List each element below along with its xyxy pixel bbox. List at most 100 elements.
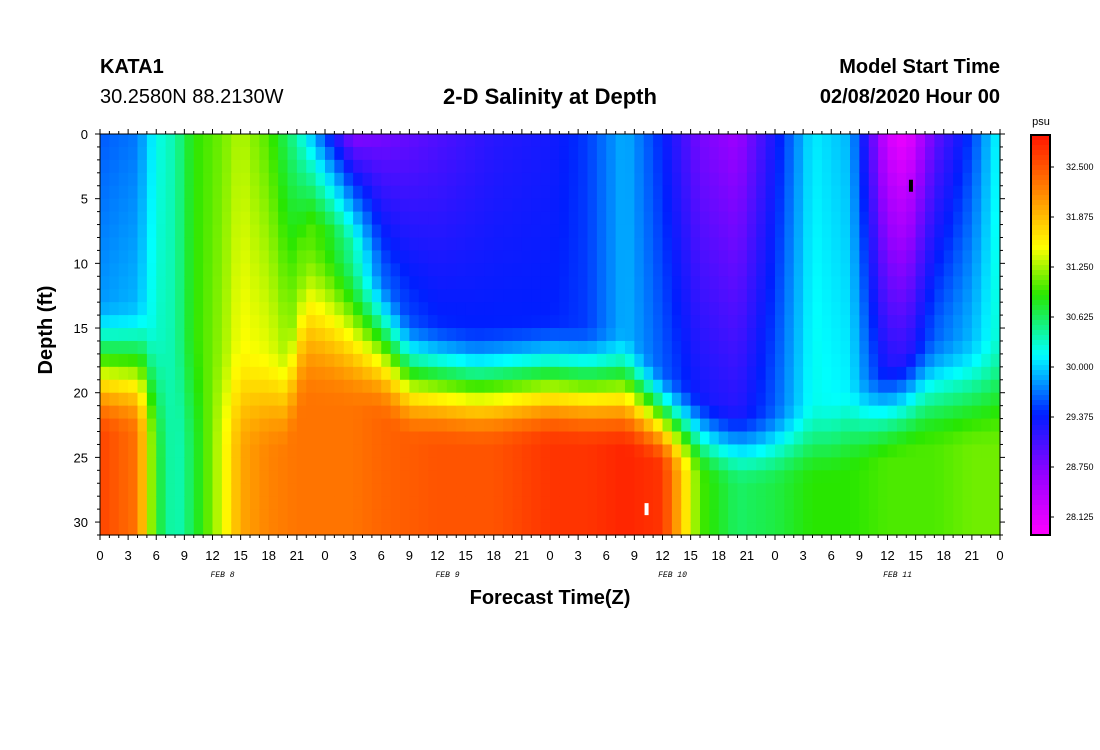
heatmap-cell [512,289,523,303]
heatmap-cell [821,496,832,510]
heatmap-cell [353,250,364,264]
heatmap-cell [746,276,757,290]
colorbar-segment [1031,325,1050,331]
heatmap-cell [109,379,120,394]
heatmap-cell [971,392,982,407]
heatmap-cell [362,159,373,174]
heatmap-cell [850,366,860,381]
heatmap-cell [700,159,710,174]
heatmap-cell [681,353,692,368]
heatmap-cell [306,418,317,433]
heatmap-cell [896,146,907,161]
heatmap-cell [803,237,814,252]
heatmap-cell [990,405,1001,420]
heatmap-cell [831,431,842,446]
heatmap-cell [531,134,542,148]
heatmap-cell [850,289,860,303]
heatmap-cell [681,250,692,264]
heatmap-cell [221,340,232,355]
heatmap-cell [784,172,795,187]
heatmap-cell [568,418,579,433]
heatmap-cell [962,237,973,252]
heatmap-cell [503,405,514,420]
heatmap-cell [868,379,879,394]
heatmap-cell [287,366,298,381]
heatmap-cell [559,353,570,368]
heatmap-cell [446,522,457,536]
heatmap-cell [615,302,626,316]
heatmap-cell [193,483,204,497]
heatmap-cell [437,328,448,342]
heatmap-cell [606,405,617,420]
heatmap-cell [690,172,701,187]
heatmap-cell [625,159,635,174]
heatmap-cell [381,159,392,174]
heatmap-cell [746,289,757,303]
heatmap-cell [840,237,851,252]
heatmap-cell [193,405,204,420]
heatmap-cell [400,211,410,226]
heatmap-cell [634,328,645,342]
heatmap-cell [625,379,635,394]
heatmap-cell [540,198,551,213]
heatmap-cell [971,418,982,433]
heatmap-cell [334,263,345,277]
heatmap-cell [784,340,795,355]
heatmap-cell [212,185,223,200]
heatmap-cell [793,250,804,264]
heatmap-cell [765,146,776,161]
heatmap-cell [821,470,832,484]
heatmap-cell [765,366,776,381]
heatmap-cell [315,263,326,277]
heatmap-cell [606,457,617,471]
heatmap-cell [503,366,514,381]
heatmap-cell [381,470,392,484]
heatmap-cell [221,237,232,252]
heatmap-cell [850,418,860,433]
heatmap-cell [559,198,570,213]
heatmap-cell [925,470,935,484]
heatmap-cell [671,276,682,290]
heatmap-cell [371,289,382,303]
heatmap-cell [587,315,598,329]
heatmap-cell [484,198,495,213]
heatmap-cell [137,379,148,394]
heatmap-cell [793,237,804,252]
heatmap-cell [615,185,626,200]
heatmap-cell [850,159,860,174]
heatmap-cell [531,509,542,523]
heatmap-cell [400,134,410,148]
heatmap-cell [756,496,767,510]
heatmap-cell [259,496,270,510]
heatmap-cell [484,353,495,368]
heatmap-cell [306,470,317,484]
heatmap-cell [737,470,748,484]
heatmap-cell [325,418,335,433]
heatmap-cell [437,483,448,497]
heatmap-cell [465,224,476,239]
heatmap-cell [587,250,598,264]
heatmap-cell [175,276,185,290]
heatmap-cell [315,224,326,239]
heatmap-cell [615,470,626,484]
colorbar-segment [1031,510,1050,516]
heatmap-cell [418,134,429,148]
heatmap-cell [793,276,804,290]
heatmap-cell [690,522,701,536]
heatmap-cell [334,146,345,161]
heatmap-cell [662,224,673,239]
heatmap-cell [643,444,654,458]
heatmap-cell [325,522,335,536]
heatmap-cell [943,237,954,252]
heatmap-cell [887,263,898,277]
heatmap-cell [165,276,176,290]
heatmap-cell [915,263,926,277]
heatmap-cell [446,134,457,148]
heatmap-cell [428,224,439,239]
heatmap-cell [221,146,232,161]
heatmap-cell [896,224,907,239]
heatmap-cell [596,146,607,161]
heatmap-cell [831,198,842,213]
heatmap-cell [268,276,279,290]
heatmap-cell [296,289,307,303]
